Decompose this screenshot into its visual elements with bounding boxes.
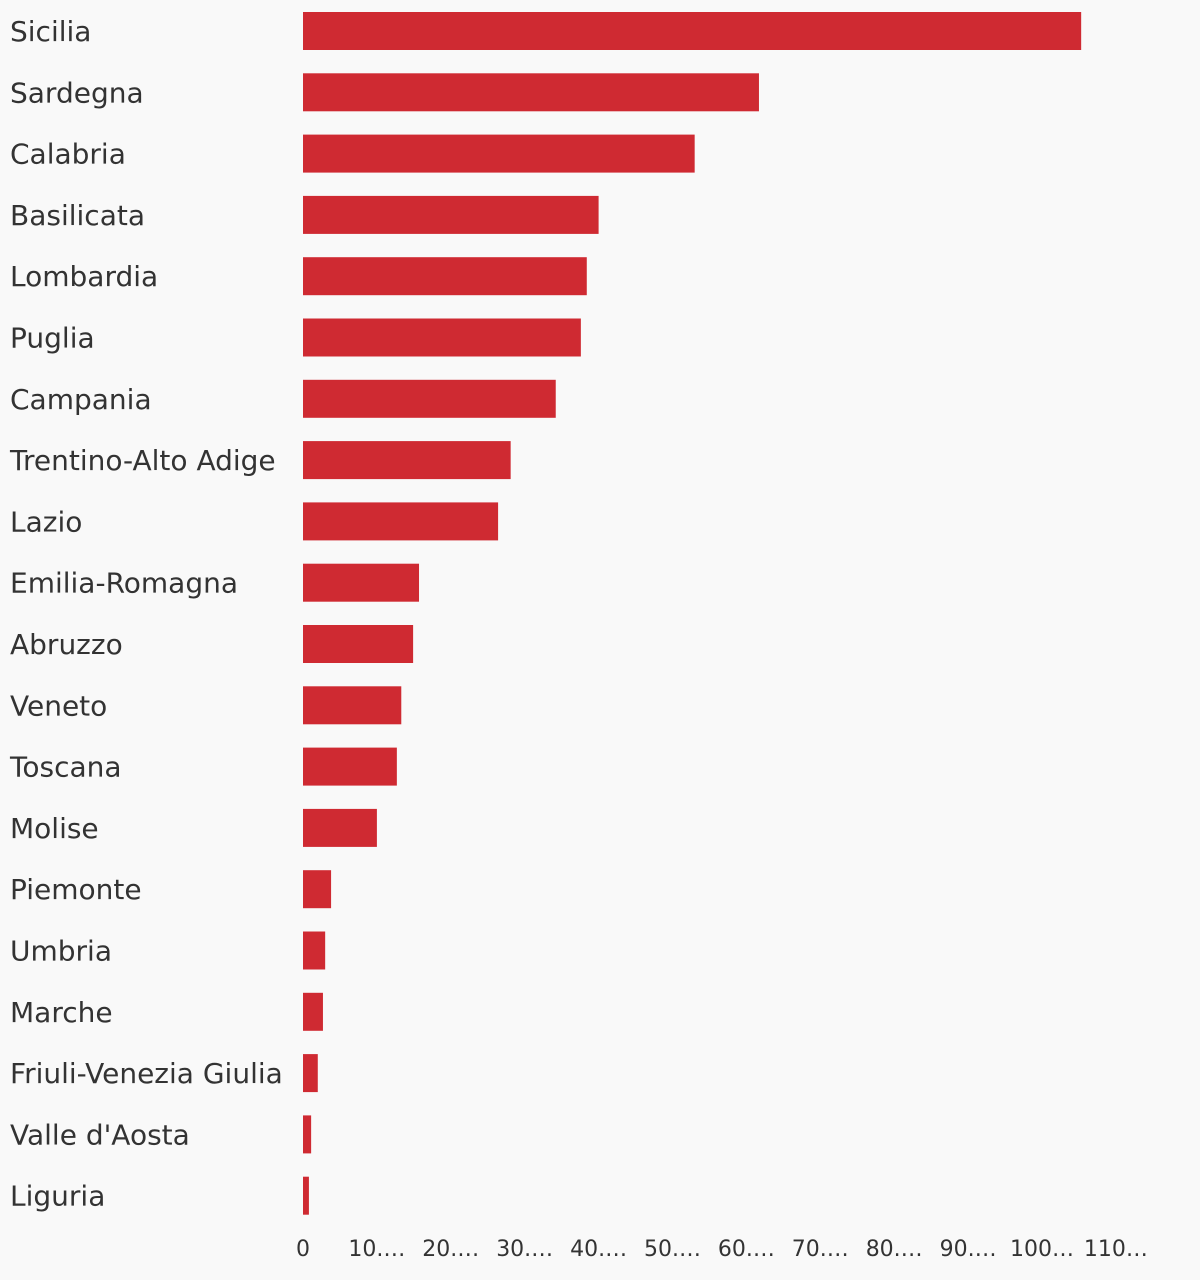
category-label: Friuli-Venezia Giulia bbox=[10, 1057, 283, 1090]
category-label: Lombardia bbox=[10, 260, 158, 293]
category-label: Veneto bbox=[10, 689, 107, 722]
x-tick-label: 80.… bbox=[866, 1237, 923, 1262]
bar bbox=[303, 257, 587, 296]
bar bbox=[303, 1176, 309, 1215]
bar bbox=[303, 1115, 312, 1154]
category-label: Emilia-Romagna bbox=[10, 567, 238, 600]
bar bbox=[303, 870, 332, 909]
x-tick-label: 90.… bbox=[940, 1237, 997, 1262]
x-tick-label: 100… bbox=[1010, 1237, 1074, 1262]
x-tick-label: 50.… bbox=[644, 1237, 701, 1262]
category-label: Piemonte bbox=[10, 873, 142, 906]
x-tick-label: 30.… bbox=[496, 1237, 553, 1262]
category-label: Puglia bbox=[10, 322, 95, 355]
bar bbox=[303, 625, 414, 663]
bar bbox=[303, 502, 499, 541]
x-axis-ticks: 0 10.… 20.… 30.… 40.… 50.… 60.… 70.… 80.… 90.… 100… bbox=[296, 1237, 1148, 1262]
x-tick-label: 70.… bbox=[792, 1237, 849, 1262]
category-label: Marche bbox=[10, 996, 113, 1029]
x-tick-label: 20.… bbox=[422, 1237, 479, 1262]
bars bbox=[303, 12, 1082, 1215]
category-label: Valle d'Aosta bbox=[10, 1118, 190, 1151]
bar bbox=[303, 992, 323, 1031]
bar bbox=[303, 686, 402, 725]
bar bbox=[303, 195, 599, 234]
category-label: Molise bbox=[10, 812, 99, 845]
bar bbox=[303, 318, 581, 357]
bar bbox=[303, 1054, 318, 1093]
category-label: Toscana bbox=[9, 751, 122, 784]
bar bbox=[303, 134, 695, 173]
category-label: Basilicata bbox=[10, 199, 145, 232]
x-tick-label: 60.… bbox=[718, 1237, 775, 1262]
bar bbox=[303, 563, 420, 602]
x-tick-label: 0 bbox=[296, 1237, 310, 1262]
bar bbox=[303, 441, 511, 480]
x-tick-label: 40.… bbox=[570, 1237, 627, 1262]
category-label: Sardegna bbox=[10, 76, 144, 109]
bar bbox=[303, 379, 556, 418]
bar bbox=[303, 747, 397, 786]
category-label: Umbria bbox=[10, 935, 112, 968]
category-label: Campania bbox=[10, 383, 152, 416]
category-labels: Sicilia Sardegna Calabria Basilicata Lombard… bbox=[9, 15, 283, 1213]
x-tick-label: 10.… bbox=[348, 1237, 405, 1262]
category-label: Lazio bbox=[10, 505, 82, 538]
bar bbox=[303, 12, 1082, 50]
bar bbox=[303, 808, 377, 847]
x-tick-label: 110… bbox=[1084, 1237, 1148, 1262]
category-label: Abruzzo bbox=[10, 628, 123, 661]
category-label: Calabria bbox=[10, 138, 126, 171]
category-label: Trentino-Alto Adige bbox=[9, 444, 276, 477]
bar bbox=[303, 73, 759, 112]
category-label: Sicilia bbox=[10, 15, 91, 48]
category-label: Liguria bbox=[10, 1180, 105, 1213]
bar bbox=[303, 931, 326, 970]
